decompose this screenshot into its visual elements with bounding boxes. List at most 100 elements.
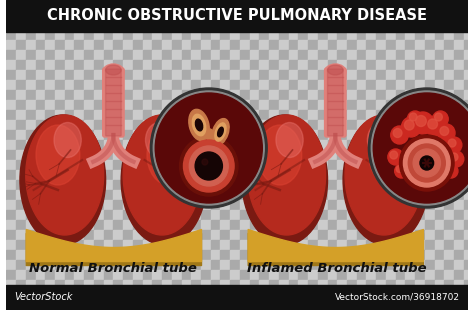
Bar — [104, 160, 113, 170]
Bar — [464, 220, 474, 230]
Bar — [415, 40, 425, 50]
Circle shape — [404, 120, 414, 130]
Bar — [347, 280, 357, 290]
Bar — [220, 10, 230, 20]
Bar — [454, 200, 464, 210]
Bar — [172, 300, 182, 310]
Bar — [6, 40, 16, 50]
Bar — [16, 10, 26, 20]
Bar — [289, 210, 298, 220]
Bar — [74, 290, 84, 300]
Bar — [435, 190, 444, 200]
Bar — [376, 220, 386, 230]
Bar — [94, 170, 104, 180]
Bar — [211, 260, 220, 270]
Bar — [220, 80, 230, 90]
Bar — [211, 290, 220, 300]
Bar — [328, 140, 337, 150]
Bar — [318, 170, 328, 180]
Bar — [84, 130, 94, 140]
Bar — [405, 10, 415, 20]
Bar — [26, 210, 36, 220]
Bar — [123, 210, 133, 220]
Bar — [308, 280, 318, 290]
Bar — [84, 110, 94, 120]
Bar — [259, 100, 269, 110]
Bar — [123, 250, 133, 260]
Bar — [454, 160, 464, 170]
Bar — [162, 190, 172, 200]
Bar — [143, 160, 152, 170]
Bar — [444, 200, 454, 210]
Bar — [211, 220, 220, 230]
Bar — [220, 90, 230, 100]
Bar — [250, 130, 259, 140]
Bar — [298, 40, 308, 50]
Bar — [6, 250, 16, 260]
Bar — [269, 170, 279, 180]
Bar — [104, 100, 113, 110]
Bar — [366, 60, 376, 70]
Bar — [396, 80, 405, 90]
Bar — [84, 300, 94, 310]
Bar — [191, 190, 201, 200]
Bar — [113, 280, 123, 290]
Bar — [143, 290, 152, 300]
Bar — [405, 50, 415, 60]
Bar — [104, 140, 113, 150]
Bar — [143, 20, 152, 30]
Bar — [172, 200, 182, 210]
Bar — [289, 250, 298, 260]
Bar — [250, 300, 259, 310]
Bar — [220, 70, 230, 80]
Bar — [357, 140, 366, 150]
Bar — [454, 270, 464, 280]
Bar — [250, 30, 259, 40]
Bar — [250, 260, 259, 270]
Bar — [357, 80, 366, 90]
Bar — [347, 250, 357, 260]
Bar — [94, 130, 104, 140]
Bar — [425, 60, 435, 70]
Bar — [162, 290, 172, 300]
Bar — [337, 250, 347, 260]
Bar — [65, 200, 74, 210]
Bar — [279, 280, 289, 290]
Bar — [152, 240, 162, 250]
Bar — [308, 180, 318, 190]
Bar — [133, 150, 143, 160]
Bar — [36, 270, 45, 280]
Bar — [123, 290, 133, 300]
Bar — [386, 20, 396, 30]
Text: CHRONIC OBSTRUCTIVE PULMONARY DISEASE: CHRONIC OBSTRUCTIVE PULMONARY DISEASE — [47, 8, 427, 24]
Bar — [259, 260, 269, 270]
Bar — [94, 290, 104, 300]
Bar — [444, 220, 454, 230]
Bar — [6, 285, 468, 310]
Bar — [152, 100, 162, 110]
Bar — [45, 260, 55, 270]
Bar — [337, 60, 347, 70]
Bar — [464, 40, 474, 50]
Bar — [376, 20, 386, 30]
Bar — [464, 10, 474, 20]
Bar — [425, 40, 435, 50]
Bar — [94, 180, 104, 190]
Bar — [386, 30, 396, 40]
Bar — [182, 260, 191, 270]
Bar — [386, 50, 396, 60]
Bar — [133, 300, 143, 310]
Bar — [328, 70, 337, 80]
Circle shape — [155, 93, 262, 203]
Bar — [113, 0, 123, 10]
Bar — [376, 10, 386, 20]
Bar — [201, 280, 211, 290]
Bar — [454, 250, 464, 260]
Bar — [357, 10, 366, 20]
Bar — [444, 240, 454, 250]
Bar — [318, 70, 328, 80]
Bar — [36, 250, 45, 260]
Bar — [435, 150, 444, 160]
Bar — [454, 240, 464, 250]
Bar — [201, 170, 211, 180]
